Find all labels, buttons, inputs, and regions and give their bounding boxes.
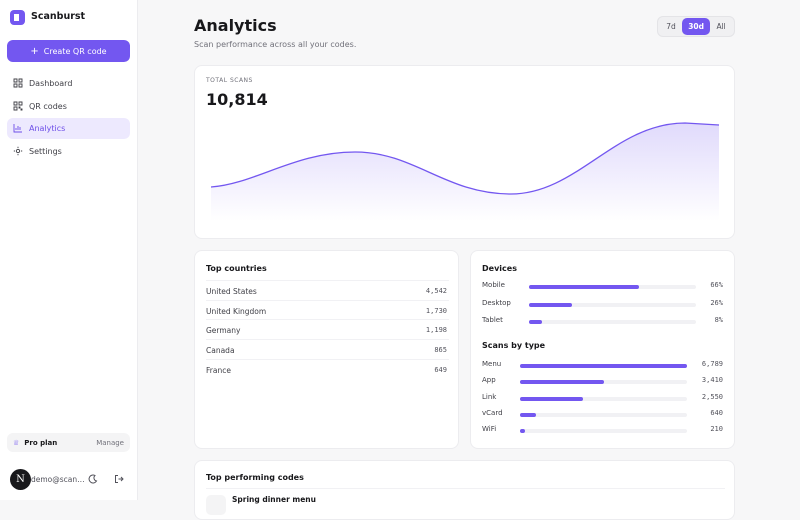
country-scans: 4,542 bbox=[425, 287, 447, 295]
bar bbox=[520, 396, 583, 401]
bar-value: 210 bbox=[710, 425, 723, 434]
bar-value: 26% bbox=[710, 298, 723, 307]
divider bbox=[206, 358, 449, 360]
country: France bbox=[206, 365, 231, 375]
total-label: TOTAL SCANS bbox=[206, 77, 253, 84]
bar bbox=[520, 364, 687, 368]
bar-value: 2,550 bbox=[701, 392, 723, 401]
manage-link[interactable]: Manage bbox=[96, 438, 124, 447]
divider bbox=[206, 299, 449, 301]
devices-card: Devices Mobile 66% Desktop 26% Tablet 8% Scan… bbox=[470, 250, 735, 449]
divider bbox=[206, 280, 449, 281]
bar-track bbox=[520, 396, 687, 401]
country: Germany bbox=[206, 326, 241, 336]
country-scans: 1,198 bbox=[425, 326, 447, 335]
bar-value: 8% bbox=[714, 316, 723, 324]
country-scans: 1,730 bbox=[425, 306, 447, 315]
bar-label: Mobile bbox=[482, 281, 505, 289]
range-option[interactable]: 7d bbox=[666, 22, 676, 31]
bar-value: 640 bbox=[710, 408, 723, 417]
bar bbox=[520, 412, 536, 417]
bar-track bbox=[520, 412, 687, 417]
country-scans: 865 bbox=[434, 346, 447, 355]
nav-label: Dashboard bbox=[29, 79, 73, 88]
bar-label: vCard bbox=[482, 408, 503, 417]
bar-value: 6,789 bbox=[701, 360, 723, 368]
range-toggle: 7d 30d All bbox=[657, 16, 735, 37]
bar-label: App bbox=[482, 376, 496, 385]
range-option[interactable]: All bbox=[716, 22, 726, 31]
avatar[interactable]: N bbox=[10, 469, 31, 490]
plan-box: ♕ Pro plan Manage bbox=[7, 433, 130, 452]
code-icon bbox=[206, 495, 226, 515]
country: Canada bbox=[206, 346, 235, 356]
card-title: Scans by type bbox=[482, 341, 546, 350]
card-title: Top performing codes bbox=[206, 473, 304, 482]
bar bbox=[529, 320, 543, 324]
country: United States bbox=[206, 287, 257, 296]
countries-card: Top countries United States 4,542 United K… bbox=[194, 250, 459, 449]
bar-label: WiFi bbox=[482, 425, 497, 434]
nav-item[interactable]: QR codes bbox=[7, 96, 130, 117]
logo bbox=[10, 10, 25, 25]
page-subtitle: Scan performance across all your codes. bbox=[194, 40, 357, 49]
bar-value: 66% bbox=[710, 281, 723, 289]
create-label: Create QR code bbox=[43, 46, 107, 56]
page-title: Analytics bbox=[194, 16, 277, 35]
bar bbox=[520, 380, 604, 385]
plan: Pro plan bbox=[24, 438, 58, 447]
sidebar: Scanburst + Create QR code Dashboard QR co… bbox=[0, 0, 138, 500]
bar-label: Link bbox=[482, 392, 497, 401]
bar-track bbox=[529, 302, 696, 307]
nav-item[interactable]: Settings bbox=[7, 141, 130, 162]
logout[interactable] bbox=[114, 474, 124, 484]
bar-track bbox=[520, 364, 687, 368]
country-scans: 649 bbox=[434, 365, 447, 374]
bar bbox=[529, 285, 640, 289]
country: United Kingdom bbox=[206, 306, 267, 316]
create-button[interactable]: + Create QR code bbox=[7, 40, 130, 62]
card-title: Devices bbox=[482, 264, 517, 273]
divider bbox=[206, 319, 449, 321]
nav-label: Analytics bbox=[29, 124, 66, 134]
codes-card: Top performing codes Spring dinner menu bbox=[194, 460, 735, 520]
nav-item[interactable]: Analytics bbox=[7, 118, 130, 140]
nav-label: QR codes bbox=[29, 101, 67, 111]
bar-label: Desktop bbox=[482, 298, 511, 307]
brand: Scanburst bbox=[31, 11, 86, 22]
total-card: TOTAL SCANS 10,814 bbox=[194, 65, 735, 239]
range-option[interactable]: 30d bbox=[682, 18, 711, 35]
bar-track bbox=[520, 380, 687, 385]
user-email: demo@scan… bbox=[31, 475, 85, 484]
bar bbox=[529, 302, 573, 307]
bar bbox=[520, 429, 526, 434]
bar-track bbox=[520, 429, 687, 434]
card-title: Top countries bbox=[206, 264, 267, 273]
bar-label: Menu bbox=[482, 360, 502, 368]
theme-toggle[interactable] bbox=[88, 474, 98, 484]
bar-label: Tablet bbox=[482, 316, 503, 324]
total-value: 10,814 bbox=[206, 90, 268, 109]
bar-track bbox=[529, 285, 696, 289]
bar-track bbox=[529, 320, 696, 324]
nav-item[interactable]: Dashboard bbox=[7, 73, 130, 94]
divider bbox=[206, 339, 449, 341]
bar-value: 3,410 bbox=[701, 376, 723, 385]
area-chart bbox=[210, 122, 720, 221]
app: Scanburst + Create QR code Dashboard QR co… bbox=[0, 0, 735, 520]
nav-label: Settings bbox=[29, 147, 62, 157]
